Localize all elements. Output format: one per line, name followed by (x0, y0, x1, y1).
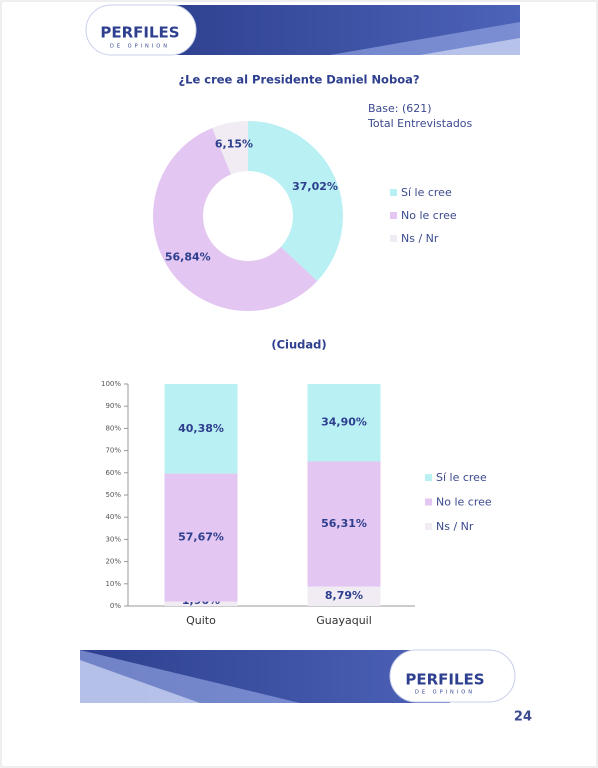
y-tick-label: 30% (105, 535, 121, 543)
pie-slice (212, 121, 248, 175)
y-tick-label: 40% (105, 513, 121, 521)
y-tick-label: 10% (105, 580, 121, 588)
footer-logo-box (389, 649, 516, 703)
footer-logo-sub: DE OPINION (415, 690, 475, 696)
data-label: 56,84% (165, 250, 211, 263)
y-tick-label: 80% (105, 424, 121, 432)
footer-stripe (80, 660, 200, 703)
y-tick-label: 60% (105, 469, 121, 477)
legend-swatch (390, 235, 397, 242)
legend-swatch (425, 474, 432, 481)
page-number: 24 (514, 710, 532, 725)
legend-label: Ns / Nr (401, 232, 439, 245)
data-label: 56,31% (321, 517, 367, 530)
chart-title: ¿Le cree al Presidente Daniel Noboa? (178, 73, 419, 87)
bar-segment (164, 473, 238, 602)
legend-swatch (425, 498, 432, 506)
legend-label: Sí le cree (401, 186, 452, 199)
legend-swatch (390, 189, 397, 196)
annotation: Total Entrevistados (367, 117, 473, 130)
data-label: 8,79% (325, 589, 363, 602)
y-tick-label: 50% (105, 491, 121, 499)
data-label: 57,67% (178, 531, 224, 544)
y-tick-label: 0% (110, 602, 121, 610)
bar-segment (307, 461, 381, 587)
legend-label: Ns / Nr (436, 520, 474, 533)
header-logo-box (85, 4, 197, 56)
header-stripe (420, 38, 520, 55)
y-tick-label: 20% (105, 558, 121, 566)
legend-swatch (390, 212, 397, 219)
x-tick-label: Guayaquil (316, 614, 372, 627)
legend-label: No le cree (436, 496, 492, 509)
data-label: 40,38% (178, 422, 224, 435)
bar-segment (164, 383, 238, 474)
pie-slice (248, 121, 343, 282)
bar-segment (307, 384, 381, 462)
bar-segment (307, 586, 381, 606)
x-tick-label: Quito (186, 614, 216, 627)
y-tick-label: 70% (105, 447, 121, 455)
legend-label: No le cree (401, 209, 457, 222)
bar-segment (164, 601, 238, 606)
footer-logo: PERFILES (405, 671, 484, 689)
data-label: 37,02% (292, 180, 338, 193)
y-tick-label: 90% (105, 402, 121, 410)
header-logo: PERFILES (100, 24, 179, 42)
data-label: 6,15% (215, 137, 253, 150)
pie-slice (153, 128, 318, 312)
chart-title: (Ciudad) (271, 338, 326, 352)
data-label: 34,90% (321, 416, 367, 429)
annotation: Base: (621) (368, 102, 432, 115)
legend-swatch (425, 523, 432, 530)
y-tick-label: 100% (101, 380, 121, 388)
header-logo-sub: DE OPINION (110, 44, 170, 50)
legend-label: Sí le cree (436, 471, 487, 484)
